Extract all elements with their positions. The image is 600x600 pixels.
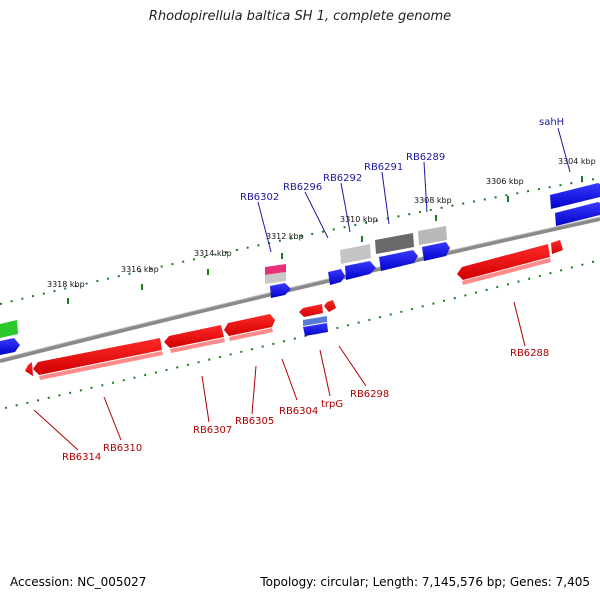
feature-grey-dark[interactable] <box>375 233 414 254</box>
feature-red-RB6288b[interactable] <box>551 240 563 254</box>
genome-summary: Topology: circular; Length: 7,145,576 bp… <box>260 575 590 589</box>
feature-red-RB6288[interactable] <box>457 244 550 280</box>
gene-label-RB6291: RB6291 <box>364 162 403 173</box>
scale-label-3312: 3312 kbp <box>266 232 304 241</box>
feature-blue-trpG[interactable] <box>303 316 327 326</box>
feature-red-RB6310[interactable] <box>33 338 162 375</box>
gene-label-RB6289: RB6289 <box>406 152 445 163</box>
scale-label-3310: 3310 kbp <box>340 215 378 224</box>
feature-blue-RB6289[interactable] <box>422 242 450 261</box>
feature-blue-RB6302[interactable] <box>270 283 291 298</box>
gene-label-RB6304: RB6304 <box>279 406 318 417</box>
feature-blue-left[interactable] <box>0 338 20 355</box>
scale-track-lower <box>4 259 600 409</box>
gene-label-RB6296: RB6296 <box>283 182 322 193</box>
gene-label-RB6305: RB6305 <box>235 416 274 427</box>
feature-blue-RB6292[interactable] <box>345 261 376 280</box>
genome-title: Rhodopirellula baltica SH 1, complete ge… <box>148 9 452 24</box>
feature-blue-sahH-1[interactable] <box>550 183 600 209</box>
scale-label-3314: 3314 kbp <box>194 249 232 258</box>
scale-label-3316: 3316 kbp <box>121 265 159 274</box>
genome-backbone <box>0 217 600 363</box>
gene-label-RB6310: RB6310 <box>103 443 142 454</box>
feature-red-RB6314[interactable] <box>25 362 33 376</box>
feature-red-RB6298[interactable] <box>324 300 336 312</box>
scale-label-3304: 3304 kbp <box>558 157 596 166</box>
feature-blue-RB6291[interactable] <box>379 250 418 271</box>
feature-blue-RB6296[interactable] <box>328 269 345 285</box>
feature-red-RB6305[interactable] <box>164 325 224 348</box>
feature-blue-sahH-2[interactable] <box>555 202 600 226</box>
feature-green-left[interactable] <box>0 320 18 338</box>
gene-label-RB6302: RB6302 <box>240 192 279 203</box>
feature-grey-light-2[interactable] <box>418 226 447 245</box>
feature-red-RB6304[interactable] <box>224 314 275 336</box>
gene-label-RB6298: RB6298 <box>350 389 389 400</box>
scale-label-3318: 3318 kbp <box>47 280 85 289</box>
feature-red-trpG[interactable] <box>299 304 323 317</box>
scale-label-3308: 3308 kbp <box>414 196 452 205</box>
gene-label-RB6292: RB6292 <box>323 173 362 184</box>
gene-label-sahH: sahH <box>539 117 564 128</box>
gene-label-trpG: trpG <box>321 399 343 410</box>
feature-grey-light-1[interactable] <box>340 244 371 264</box>
gene-label-RB6307: RB6307 <box>193 425 232 436</box>
gene-label-RB6314: RB6314 <box>62 452 101 463</box>
scale-label-3306: 3306 kbp <box>486 177 524 186</box>
feature-pink[interactable] <box>265 264 286 275</box>
accession-label: Accession: NC_005027 <box>10 575 147 589</box>
gene-label-RB6288: RB6288 <box>510 348 549 359</box>
